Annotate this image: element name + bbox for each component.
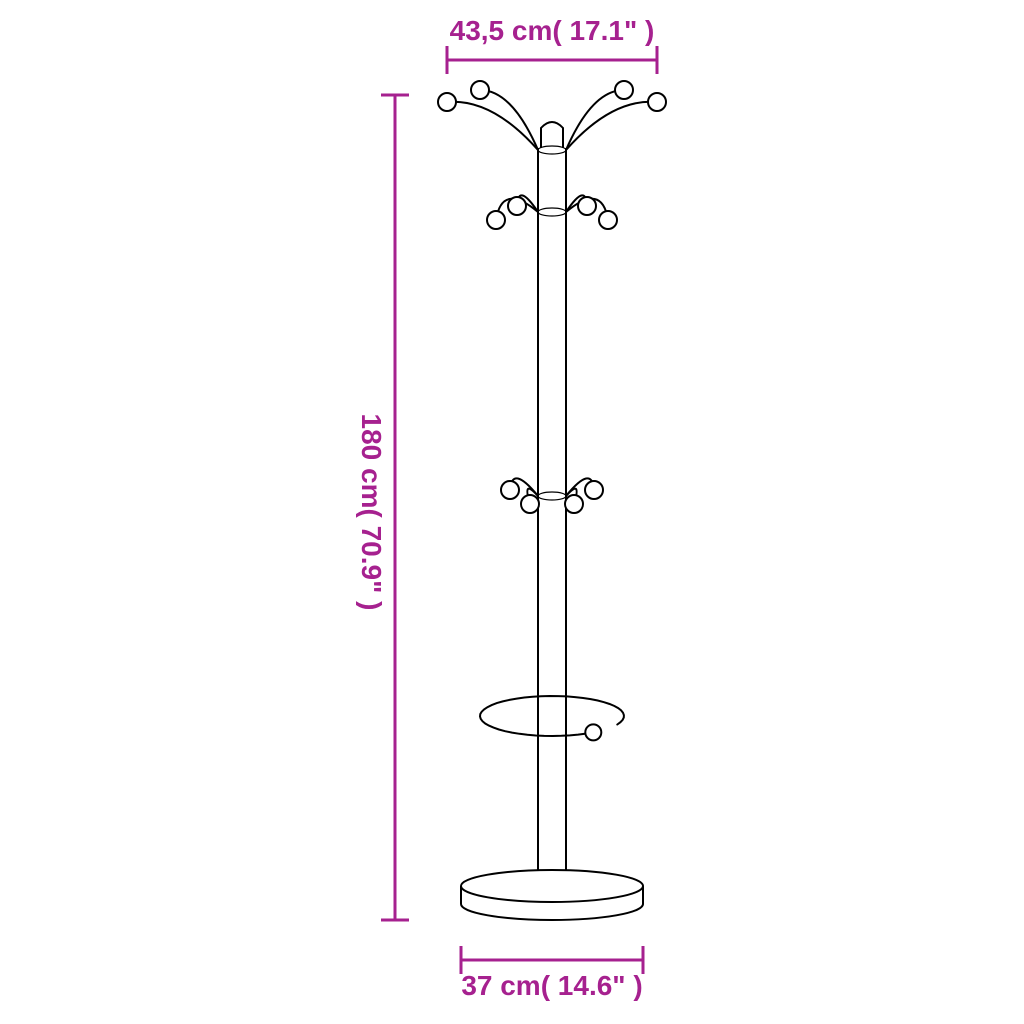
upper-hook-arm-1 [566, 102, 657, 150]
dimensions: 43,5 cm( 17.1" ) 37 cm( 14.6" ) 180 cm( 70… [356, 15, 657, 1001]
coat-stand [438, 81, 666, 920]
dim-label-top: 43,5 cm( 17.1" ) [450, 15, 655, 46]
mid-hook-ball-2 [508, 197, 526, 215]
mid-hook-ball-0 [487, 211, 505, 229]
center-hook-ball-1 [585, 481, 603, 499]
upper-hook-ball-2 [471, 81, 489, 99]
dim-label-height: 180 cm( 70.9" ) [356, 414, 387, 611]
center-hook-collar [538, 492, 566, 500]
mid-hook-collar [538, 208, 566, 216]
top-cap [541, 122, 563, 148]
umbrella-ring-ball [585, 724, 601, 740]
mid-hook-ball-3 [578, 197, 596, 215]
upper-hook-ball-0 [438, 93, 456, 111]
mid-hook-ball-1 [599, 211, 617, 229]
upper-hook-ball-3 [615, 81, 633, 99]
center-hook-ball-3 [565, 495, 583, 513]
center-hook-ball-2 [521, 495, 539, 513]
umbrella-ring [480, 696, 624, 736]
base-top [461, 870, 643, 902]
upper-hook-arm-0 [447, 102, 538, 150]
upper-hook-ball-1 [648, 93, 666, 111]
dim-label-base: 37 cm( 14.6" ) [461, 970, 642, 1001]
center-hook-ball-0 [501, 481, 519, 499]
upper-hook-collar [538, 146, 566, 154]
